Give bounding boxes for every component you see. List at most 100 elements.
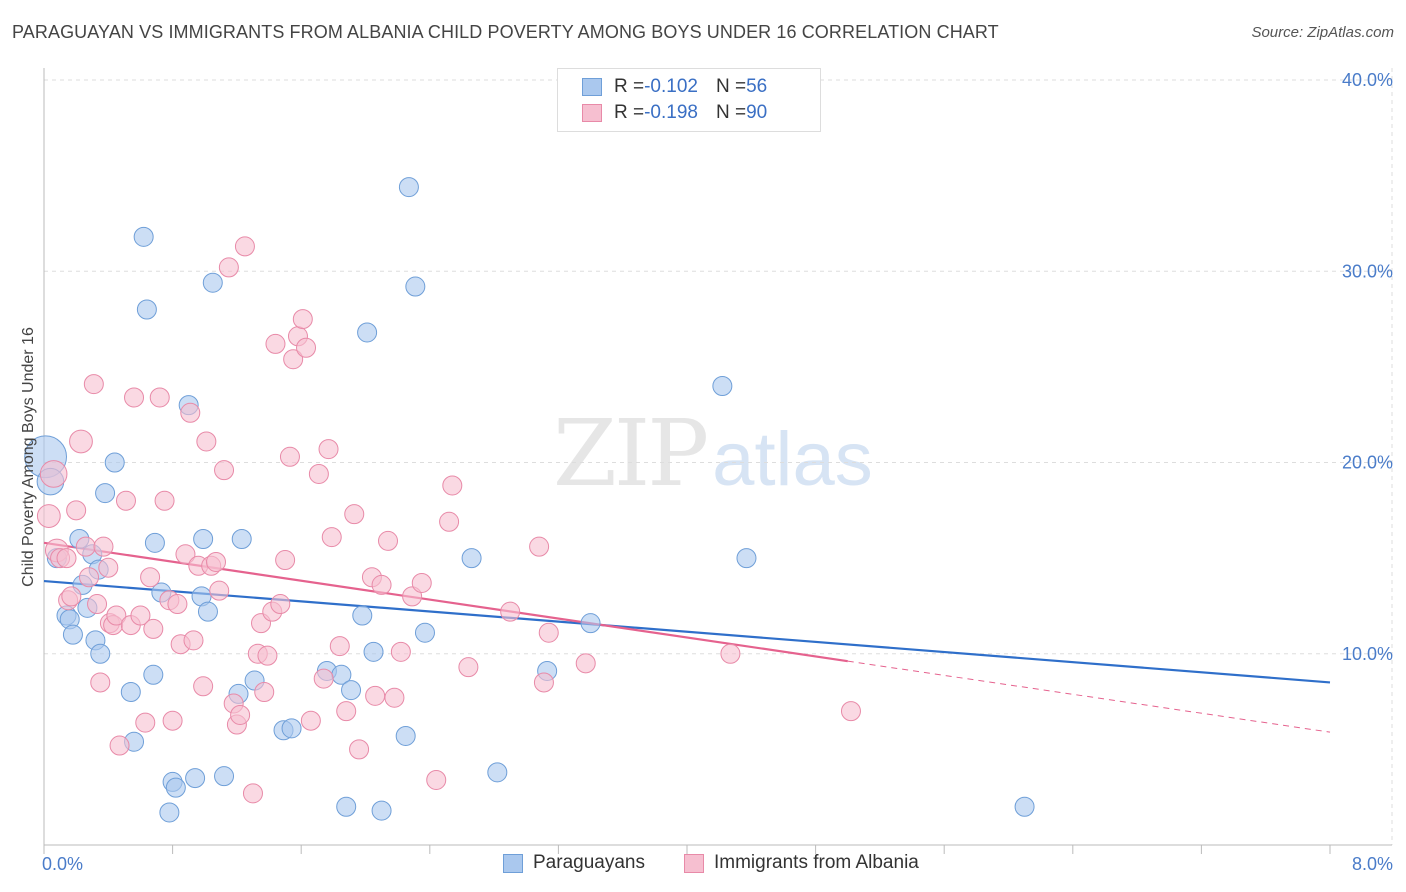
point-paraguayans xyxy=(143,664,164,685)
y-tick-label: 40.0% xyxy=(1342,70,1393,90)
point-albania xyxy=(321,527,342,548)
point-albania xyxy=(270,594,291,615)
point-paraguayans xyxy=(133,226,154,247)
point-paraguayans xyxy=(352,605,373,626)
point-paraguayans xyxy=(185,768,206,789)
point-paraguayans xyxy=(120,682,141,702)
point-paraguayans xyxy=(461,548,482,569)
point-albania xyxy=(183,630,204,651)
trend-lines xyxy=(43,541,1331,733)
point-paraguayans xyxy=(487,762,508,783)
point-paraguayans xyxy=(395,725,416,746)
point-paraguayans xyxy=(363,641,384,662)
y-tick-label: 20.0% xyxy=(1342,453,1393,473)
point-albania xyxy=(93,536,114,557)
legend-n-value: 90 xyxy=(746,102,768,123)
point-albania xyxy=(349,739,370,760)
point-albania xyxy=(149,387,170,408)
legend-swatch-blue xyxy=(582,78,602,96)
point-albania xyxy=(90,672,111,693)
legend-n-label: N = xyxy=(715,76,747,97)
point-albania xyxy=(83,374,104,395)
point-paraguayans xyxy=(95,483,116,504)
point-paraguayans xyxy=(580,613,601,634)
point-albania xyxy=(279,446,300,467)
point-paraguayans xyxy=(144,532,165,553)
point-albania xyxy=(378,530,399,551)
point-paraguayans xyxy=(341,680,362,701)
point-albania xyxy=(175,544,196,565)
point-paraguayans xyxy=(159,802,180,823)
point-paraguayans xyxy=(197,601,218,622)
point-albania xyxy=(313,668,334,689)
point-albania xyxy=(254,682,275,702)
point-albania xyxy=(296,337,317,358)
y-axis-label: Child Poverty Among Boys Under 16 xyxy=(20,327,37,587)
point-paraguayans xyxy=(336,796,357,817)
point-albania xyxy=(300,710,321,731)
trend-line-albania xyxy=(43,541,848,663)
point-albania xyxy=(56,548,77,569)
point-paraguayans xyxy=(165,777,186,798)
data-points xyxy=(24,177,1035,823)
point-albania xyxy=(365,685,386,706)
point-albania xyxy=(538,622,559,643)
point-albania xyxy=(242,783,263,804)
point-albania xyxy=(130,605,151,626)
point-albania xyxy=(575,653,596,674)
legend-r-value: -0.198 xyxy=(644,102,698,123)
source-credit: Source: ZipAtlas.com xyxy=(1251,24,1394,41)
legend-label-paraguayans: Paraguayans xyxy=(533,852,645,873)
point-albania xyxy=(426,769,447,790)
point-albania xyxy=(214,460,235,481)
point-albania xyxy=(98,557,119,578)
legend-r-label: R = xyxy=(614,76,645,97)
legend-r-label: R = xyxy=(614,102,645,123)
legend-r-value: -0.102 xyxy=(644,76,698,97)
point-albania xyxy=(390,641,411,662)
point-albania xyxy=(439,511,460,532)
point-albania xyxy=(124,387,145,408)
point-albania xyxy=(143,618,164,639)
point-paraguayans xyxy=(231,529,252,549)
y-tick-label: 30.0% xyxy=(1342,261,1393,281)
legend-row-paraguayans: R = -0.102 N = 56 xyxy=(582,75,767,99)
stats-legend: R = -0.102 N = 56 R = -0.198 N = 90 xyxy=(557,68,821,132)
point-paraguayans xyxy=(398,177,419,198)
point-albania xyxy=(230,704,251,725)
point-paraguayans xyxy=(357,322,378,343)
legend-n-value: 56 xyxy=(746,76,768,97)
point-albania xyxy=(442,475,463,496)
point-paraguayans xyxy=(736,548,757,569)
point-paraguayans xyxy=(414,622,435,643)
watermark-zip: ZIP xyxy=(553,400,709,507)
point-albania xyxy=(384,687,405,708)
point-albania xyxy=(308,463,329,484)
point-albania xyxy=(206,551,227,572)
legend-row-albania: R = -0.198 N = 90 xyxy=(582,101,767,125)
legend-label-albania: Immigrants from Albania xyxy=(714,852,919,873)
legend-swatch-pink xyxy=(582,104,602,122)
point-albania xyxy=(257,645,278,666)
point-albania xyxy=(75,536,96,557)
point-albania xyxy=(458,657,479,678)
point-albania xyxy=(115,490,136,511)
point-albania xyxy=(840,701,861,722)
point-albania xyxy=(318,439,339,460)
point-albania xyxy=(61,586,82,607)
point-paraguayans xyxy=(62,624,83,645)
series-legend: Paraguayans Immigrants from Albania xyxy=(0,852,1406,878)
point-albania xyxy=(336,701,357,722)
point-albania xyxy=(265,333,286,354)
point-albania xyxy=(371,574,392,595)
point-albania xyxy=(196,431,217,452)
watermark: ZIPatlas xyxy=(553,400,873,507)
point-albania xyxy=(193,676,214,697)
legend-item-albania: Immigrants from Albania xyxy=(684,852,919,874)
trend-line-extension-albania xyxy=(847,660,1331,733)
point-albania xyxy=(283,349,304,370)
legend-item-paraguayans: Paraguayans xyxy=(503,852,645,874)
point-albania xyxy=(79,567,100,588)
point-albania xyxy=(529,536,550,557)
